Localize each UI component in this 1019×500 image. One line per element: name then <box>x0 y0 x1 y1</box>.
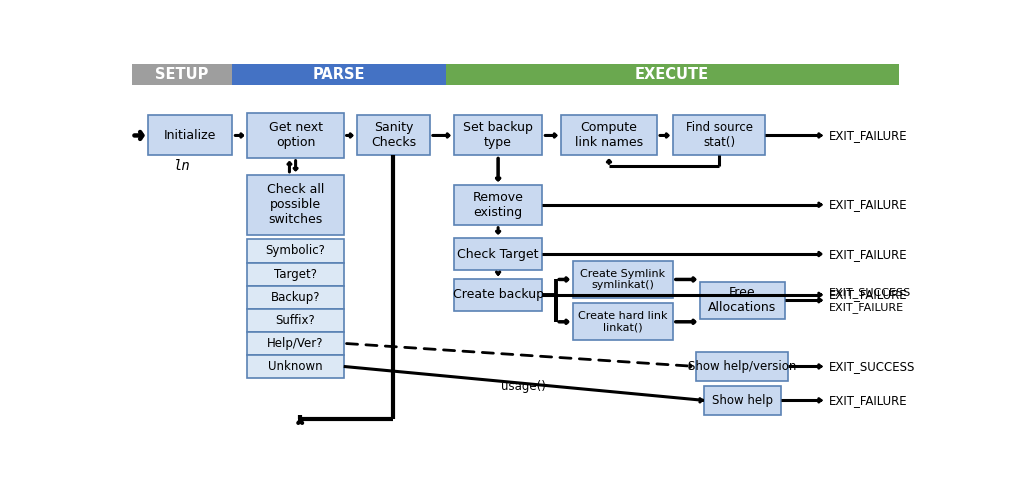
Text: Set backup
type: Set backup type <box>463 122 533 150</box>
Text: EXIT_FAILURE: EXIT_FAILURE <box>827 288 906 302</box>
Text: SETUP: SETUP <box>155 66 208 82</box>
Text: Suffix?: Suffix? <box>275 314 315 327</box>
Text: Compute
link names: Compute link names <box>575 122 642 150</box>
Text: Show help: Show help <box>711 394 772 407</box>
FancyBboxPatch shape <box>573 261 673 298</box>
FancyBboxPatch shape <box>248 308 343 332</box>
Text: EXIT_FAILURE: EXIT_FAILURE <box>827 198 906 211</box>
FancyBboxPatch shape <box>699 282 784 319</box>
FancyBboxPatch shape <box>453 184 542 225</box>
Text: Check Target: Check Target <box>457 248 538 260</box>
Text: Target?: Target? <box>274 268 317 280</box>
Text: Unknown: Unknown <box>268 360 323 373</box>
Text: EXIT_FAILURE: EXIT_FAILURE <box>827 248 906 260</box>
FancyBboxPatch shape <box>248 355 343 378</box>
FancyBboxPatch shape <box>573 304 673 341</box>
FancyBboxPatch shape <box>453 116 542 156</box>
FancyBboxPatch shape <box>248 240 343 262</box>
Text: ln: ln <box>174 160 191 173</box>
Text: usage(): usage() <box>500 380 545 392</box>
Text: Find source
stat(): Find source stat() <box>685 122 752 150</box>
FancyBboxPatch shape <box>131 64 231 84</box>
FancyBboxPatch shape <box>673 116 764 156</box>
Text: Symbolic?: Symbolic? <box>265 244 325 258</box>
FancyBboxPatch shape <box>248 262 343 285</box>
FancyBboxPatch shape <box>231 64 445 84</box>
FancyBboxPatch shape <box>148 116 232 156</box>
FancyBboxPatch shape <box>560 116 656 156</box>
Text: Create hard link
linkat(): Create hard link linkat() <box>578 311 667 332</box>
Text: Backup?: Backup? <box>271 290 320 304</box>
FancyBboxPatch shape <box>453 238 542 270</box>
Text: PARSE: PARSE <box>312 66 365 82</box>
Text: Check all
possible
switches: Check all possible switches <box>267 184 324 226</box>
Text: Get next
option: Get next option <box>268 122 322 150</box>
Text: Create Symlink
symlinkat(): Create Symlink symlinkat() <box>580 268 664 290</box>
FancyBboxPatch shape <box>453 278 542 311</box>
Text: Help/Ver?: Help/Ver? <box>267 337 324 350</box>
FancyBboxPatch shape <box>248 286 343 308</box>
Text: EXIT_SUCCESS: EXIT_SUCCESS <box>827 360 914 373</box>
Text: EXIT_FAILURE: EXIT_FAILURE <box>827 302 903 314</box>
FancyBboxPatch shape <box>248 332 343 355</box>
Text: EXIT_FAILURE: EXIT_FAILURE <box>827 129 906 142</box>
Text: EXECUTE: EXECUTE <box>635 66 708 82</box>
FancyBboxPatch shape <box>695 352 788 381</box>
FancyBboxPatch shape <box>357 116 430 156</box>
FancyBboxPatch shape <box>248 174 343 235</box>
Text: Remove
existing: Remove existing <box>472 191 523 219</box>
Text: EXIT_SUCCESS: EXIT_SUCCESS <box>827 287 910 298</box>
Text: Create backup: Create backup <box>452 288 543 302</box>
Text: Sanity
Checks: Sanity Checks <box>371 122 416 150</box>
FancyBboxPatch shape <box>445 64 898 84</box>
Text: Free
Allocations: Free Allocations <box>707 286 775 314</box>
Text: EXIT_FAILURE: EXIT_FAILURE <box>827 394 906 407</box>
FancyBboxPatch shape <box>703 386 780 415</box>
Text: Initialize: Initialize <box>164 129 216 142</box>
Text: Show help/version: Show help/version <box>688 360 796 373</box>
FancyBboxPatch shape <box>248 113 343 158</box>
